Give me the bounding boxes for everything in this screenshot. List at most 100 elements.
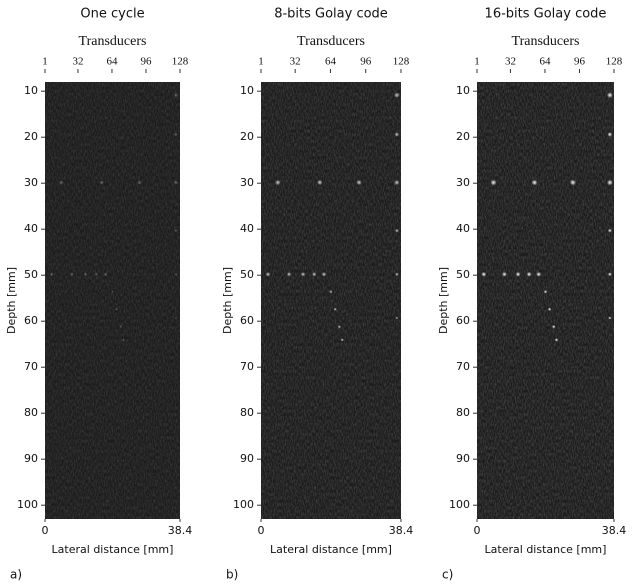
panel-title: 8-bits Golay code [274,7,388,22]
reflector [174,229,178,233]
reflector [317,179,323,186]
reflector [536,271,542,277]
reflector [329,290,333,294]
y-tick-label: 40 [24,222,38,235]
y-axis-label: Depth [mm] [5,267,18,334]
top-tick-label: 32 [505,56,516,68]
y-tick-label: 20 [456,130,470,143]
top-axis-label: Transducers [512,34,580,49]
x-axis-label: Lateral distance [mm] [485,543,607,556]
y-tick-label: 70 [240,360,254,373]
reflector [394,228,399,233]
panel-title: One cycle [80,7,144,22]
reflector [83,272,88,277]
reflector [340,338,344,342]
x-tick-label: 38.4 [602,524,627,537]
reflector [103,272,108,277]
speckle [45,82,180,519]
reflector [607,272,612,277]
top-axis-label: Transducers [79,34,147,49]
y-tick-label: 10 [24,84,38,97]
reflector [115,307,118,311]
x-axis-label: Lateral distance [mm] [270,543,392,556]
reflector [394,272,399,277]
y-tick-label: 40 [456,222,470,235]
y-tick-label: 90 [456,452,470,465]
reflector [300,271,306,277]
y-tick-label: 60 [456,314,470,327]
y-tick-label: 30 [456,176,470,189]
top-tick-label: 1 [474,56,480,68]
reflector [321,271,327,277]
top-tick-label: 1 [258,56,264,68]
y-tick-label: 50 [456,268,470,281]
reflector [173,92,179,98]
y-tick-label: 80 [456,406,470,419]
top-tick-label: 1 [42,56,48,68]
top-tick-label: 32 [290,56,301,68]
y-tick-label: 90 [240,452,254,465]
reflector [337,325,342,329]
top-tick-label: 128 [606,56,623,68]
reflector [137,180,142,185]
reflector [111,290,114,294]
top-tick-label: 96 [360,56,372,68]
y-tick-label: 20 [240,130,254,143]
reflector [70,272,74,277]
x-tick-label: 38.4 [389,524,414,537]
y-tick-label: 40 [240,222,254,235]
top-tick-label: 128 [393,56,410,68]
top-tick-label: 64 [106,56,118,68]
top-axis-label: Transducers [297,34,365,49]
speckle [477,82,614,519]
panel-letter: b) [226,568,238,582]
reflector [607,131,613,137]
reflector [119,325,122,329]
y-tick-label: 70 [24,360,38,373]
reflector [311,271,317,277]
top-tick-label: 128 [172,56,189,68]
panel-letter: a) [10,568,22,582]
reflector [490,179,497,186]
reflector [94,272,99,277]
reflector [501,271,507,277]
reflector [356,179,362,186]
reflector [606,92,613,99]
reflector [531,179,538,186]
y-tick-label: 50 [240,268,254,281]
reflector [58,180,64,185]
reflector [554,338,559,342]
x-axis-label: Lateral distance [mm] [52,543,174,556]
reflector [174,132,178,137]
top-tick-label: 32 [72,56,83,68]
reflector [174,316,178,320]
reflector [606,179,613,186]
reflector [173,180,179,185]
y-tick-label: 80 [24,406,38,419]
speckle [261,82,401,519]
reflector [608,316,612,320]
panel-title: 16-bits Golay code [485,7,607,22]
reflector [526,271,532,277]
reflector [174,272,178,276]
y-tick-label: 100 [17,498,38,511]
y-tick-label: 80 [240,406,254,419]
y-tick-label: 100 [233,498,254,511]
y-axis-label: Depth [mm] [221,267,234,334]
y-tick-label: 90 [24,452,38,465]
reflector [99,180,104,185]
reflector [551,324,556,329]
top-tick-label: 96 [140,56,152,68]
y-tick-label: 60 [24,314,38,327]
y-tick-label: 20 [24,130,38,143]
y-tick-label: 10 [456,84,470,97]
reflector [275,179,281,186]
reflector [394,92,400,98]
reflector [333,307,337,311]
top-tick-label: 64 [539,56,551,68]
y-axis-label: Depth [mm] [437,267,450,334]
x-tick-label: 38.4 [168,524,193,537]
reflector [547,307,552,312]
reflector [543,289,548,294]
